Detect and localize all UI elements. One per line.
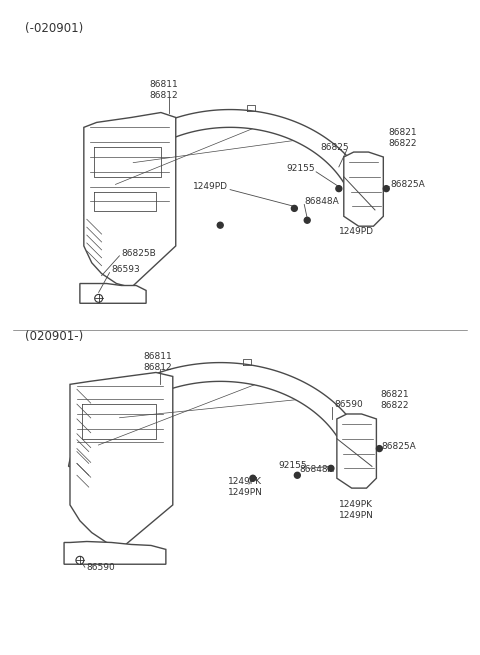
- Circle shape: [95, 294, 103, 303]
- Text: 92155: 92155: [278, 461, 307, 470]
- Circle shape: [250, 476, 256, 481]
- Text: 1249PD: 1249PD: [339, 227, 374, 236]
- Text: 1249PK: 1249PK: [228, 477, 262, 486]
- Text: 86822: 86822: [388, 139, 417, 147]
- Polygon shape: [337, 414, 376, 488]
- Text: 86848A: 86848A: [300, 465, 334, 474]
- Text: 86811: 86811: [143, 352, 172, 361]
- Text: 86825A: 86825A: [390, 180, 425, 189]
- Circle shape: [291, 206, 297, 212]
- Circle shape: [217, 222, 223, 228]
- Text: 86825A: 86825A: [381, 442, 416, 451]
- Text: 86848A: 86848A: [304, 197, 339, 206]
- Circle shape: [336, 185, 342, 192]
- Polygon shape: [84, 113, 176, 288]
- Text: 1249PN: 1249PN: [339, 512, 374, 520]
- Polygon shape: [70, 373, 173, 546]
- Text: 92155: 92155: [287, 164, 315, 174]
- Text: 86812: 86812: [143, 363, 172, 372]
- Text: 86811: 86811: [149, 81, 178, 89]
- Text: 1249PN: 1249PN: [228, 487, 263, 496]
- Text: (-020901): (-020901): [24, 22, 83, 35]
- Text: 86812: 86812: [149, 91, 178, 100]
- Text: 86821: 86821: [388, 128, 417, 137]
- Text: 86825B: 86825B: [121, 250, 156, 258]
- Text: 1249PK: 1249PK: [339, 500, 373, 510]
- Text: 1249PD: 1249PD: [193, 182, 228, 191]
- Circle shape: [304, 217, 310, 223]
- Text: 86821: 86821: [380, 390, 409, 399]
- Text: (020901-): (020901-): [24, 330, 83, 343]
- Polygon shape: [64, 542, 166, 564]
- Circle shape: [76, 556, 84, 564]
- Polygon shape: [80, 284, 146, 303]
- Circle shape: [328, 466, 334, 472]
- Circle shape: [376, 445, 383, 451]
- Polygon shape: [84, 109, 376, 217]
- Text: 86593: 86593: [111, 265, 140, 274]
- Text: 86590: 86590: [87, 563, 116, 572]
- Text: 86590: 86590: [334, 400, 363, 409]
- Text: 86822: 86822: [380, 401, 409, 409]
- Polygon shape: [69, 363, 373, 474]
- Text: 86825: 86825: [320, 143, 349, 151]
- Polygon shape: [344, 152, 384, 226]
- Circle shape: [294, 472, 300, 478]
- Circle shape: [384, 185, 389, 192]
